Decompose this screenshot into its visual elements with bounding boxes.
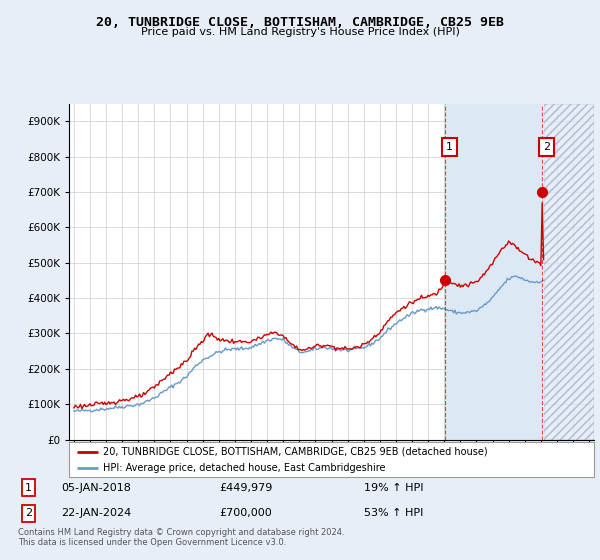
Text: 22-JAN-2024: 22-JAN-2024 xyxy=(61,508,131,519)
Text: £700,000: £700,000 xyxy=(220,508,272,519)
Text: 19% ↑ HPI: 19% ↑ HPI xyxy=(364,483,423,493)
Text: 20, TUNBRIDGE CLOSE, BOTTISHAM, CAMBRIDGE, CB25 9EB: 20, TUNBRIDGE CLOSE, BOTTISHAM, CAMBRIDG… xyxy=(96,16,504,29)
Bar xyxy=(445,104,542,440)
Text: HPI: Average price, detached house, East Cambridgeshire: HPI: Average price, detached house, East… xyxy=(103,464,386,473)
Text: 20, TUNBRIDGE CLOSE, BOTTISHAM, CAMBRIDGE, CB25 9EB (detached house): 20, TUNBRIDGE CLOSE, BOTTISHAM, CAMBRIDG… xyxy=(103,447,488,457)
Text: 1: 1 xyxy=(446,142,453,152)
Text: Contains HM Land Registry data © Crown copyright and database right 2024.
This d: Contains HM Land Registry data © Crown c… xyxy=(18,528,344,547)
Text: £449,979: £449,979 xyxy=(220,483,273,493)
Text: 2: 2 xyxy=(543,142,550,152)
Text: 2: 2 xyxy=(25,508,32,519)
Text: Price paid vs. HM Land Registry's House Price Index (HPI): Price paid vs. HM Land Registry's House … xyxy=(140,27,460,37)
Text: 53% ↑ HPI: 53% ↑ HPI xyxy=(364,508,423,519)
Text: 05-JAN-2018: 05-JAN-2018 xyxy=(61,483,131,493)
Text: 1: 1 xyxy=(25,483,32,493)
